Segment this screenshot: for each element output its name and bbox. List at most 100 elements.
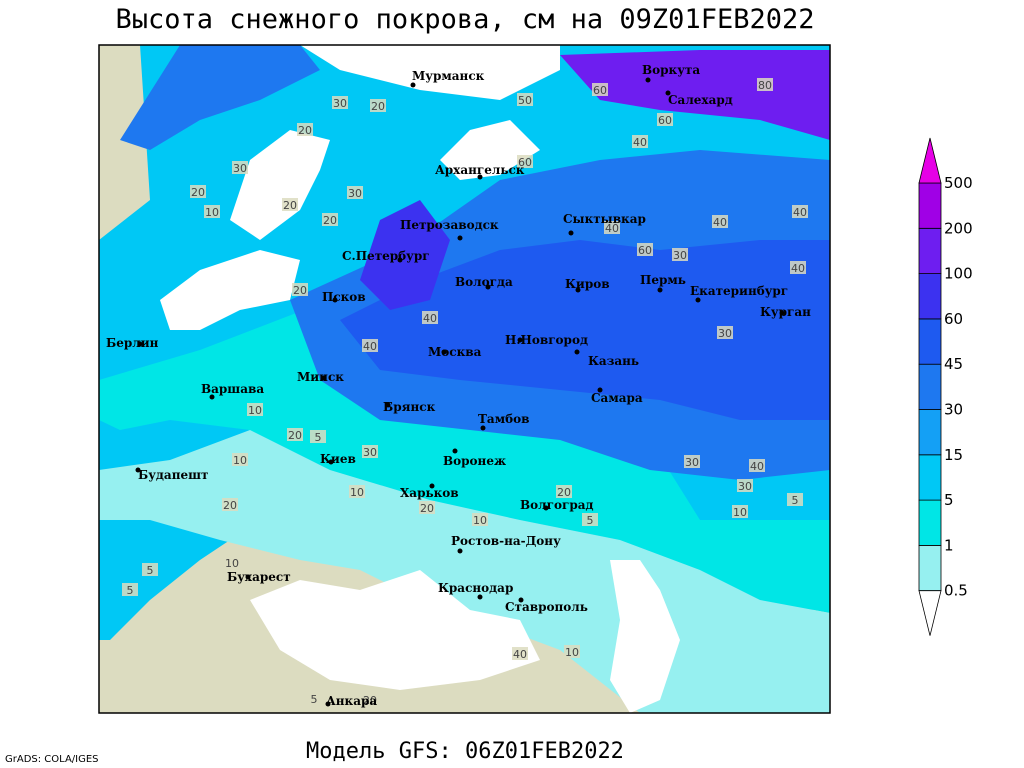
contour-label: 20 xyxy=(557,486,571,499)
contour-label: 20 xyxy=(323,214,337,227)
city-label: Будапешт xyxy=(138,468,208,482)
legend-band xyxy=(918,363,942,410)
snow-zone xyxy=(120,45,320,150)
city-dot xyxy=(568,230,574,236)
contour-label: 20 xyxy=(363,694,377,707)
city-label: Краснодар xyxy=(438,581,513,595)
city-dot xyxy=(135,467,141,473)
sea xyxy=(250,570,540,690)
legend-label: 500 xyxy=(944,174,973,192)
contour-label-box xyxy=(247,403,263,416)
contour-label: 5 xyxy=(587,514,594,527)
legend-band xyxy=(918,273,942,320)
city-dot xyxy=(429,483,435,489)
contour-label: 30 xyxy=(718,327,732,340)
city-dot xyxy=(543,505,549,511)
city-label: Мурманск xyxy=(412,69,485,83)
contour-label-box xyxy=(297,123,313,136)
contour-label: 20 xyxy=(371,100,385,113)
city-label: Петрозаводск xyxy=(400,218,499,232)
city-dot xyxy=(575,287,581,293)
snow-zone xyxy=(360,200,450,310)
city-label: Воркута xyxy=(642,63,700,77)
contour-label: 30 xyxy=(363,446,377,459)
city-dot xyxy=(332,297,338,303)
contour-label-box xyxy=(222,498,238,511)
city-label: Бухарест xyxy=(227,570,291,584)
contour-label: 10 xyxy=(733,506,747,519)
legend-label: 1 xyxy=(944,536,954,554)
contour-label-box xyxy=(224,556,240,569)
contour-label: 30 xyxy=(348,187,362,200)
contour-label-box xyxy=(582,513,598,526)
city-dot xyxy=(410,82,416,88)
city-dot xyxy=(518,597,524,603)
contour-label-box xyxy=(632,135,648,148)
contour-label-box xyxy=(306,692,322,705)
city-dot xyxy=(695,297,701,303)
credit: GrADS: COLA/IGES xyxy=(5,754,99,765)
contour-label: 10 xyxy=(248,404,262,417)
contour-label-box xyxy=(370,99,386,112)
contour-label-box xyxy=(592,83,608,96)
contour-label: 30 xyxy=(233,162,247,175)
city-dot xyxy=(517,337,523,343)
contour-label: 40 xyxy=(793,206,807,219)
contour-label: 60 xyxy=(638,244,652,257)
legend-band xyxy=(918,318,942,365)
legend-label: 5 xyxy=(944,491,954,509)
contour-label: 40 xyxy=(750,460,764,473)
sea xyxy=(440,120,540,180)
contour-label: 40 xyxy=(513,648,527,661)
contour-label-box xyxy=(472,513,488,526)
contour-label: 5 xyxy=(127,584,134,597)
contour-label: 30 xyxy=(333,97,347,110)
contour-label: 10 xyxy=(350,486,364,499)
legend-label: 45 xyxy=(944,355,963,373)
sea xyxy=(610,560,680,713)
city-dot xyxy=(441,349,447,355)
contour-label-box xyxy=(564,645,580,658)
snow-zone xyxy=(340,240,830,420)
map xyxy=(98,44,831,714)
city-dot xyxy=(477,174,483,180)
contour-label: 40 xyxy=(791,262,805,275)
contour-label: 20 xyxy=(293,284,307,297)
contour-label: 10 xyxy=(473,514,487,527)
legend-label: 15 xyxy=(944,446,963,464)
legend-label: 100 xyxy=(944,265,973,283)
contour-label-box xyxy=(787,493,803,506)
city-label: Вологда xyxy=(455,275,513,289)
city-dot xyxy=(397,257,403,263)
sea xyxy=(160,250,300,330)
contour-label-box xyxy=(792,205,808,218)
contour-label: 40 xyxy=(423,312,437,325)
sea xyxy=(300,45,560,100)
contour-label: 40 xyxy=(713,216,727,229)
contour-label: 40 xyxy=(605,222,619,235)
legend-band xyxy=(918,454,942,501)
contour-label-box xyxy=(347,186,363,199)
contour-label-box xyxy=(737,479,753,492)
city-label: С.Петербург xyxy=(342,249,430,263)
contour-label-box xyxy=(657,113,673,126)
city-label: Екатеринбург xyxy=(690,284,788,298)
contour-label: 20 xyxy=(298,124,312,137)
contour-label: 20 xyxy=(420,502,434,515)
contour-label-box xyxy=(790,261,806,274)
city-label: Салехард xyxy=(668,93,733,107)
city-dot xyxy=(328,459,334,465)
contour-label-box xyxy=(512,647,528,660)
city-label: Псков xyxy=(322,290,366,304)
city-dot xyxy=(657,287,663,293)
contour-label: 5 xyxy=(315,431,322,444)
legend-label: 0.5 xyxy=(944,582,968,600)
subtitle: Модель GFS: 06Z01FEB2022 xyxy=(306,739,624,764)
legend-label: 30 xyxy=(944,401,963,419)
legend-band xyxy=(918,182,942,229)
contour-label: 10 xyxy=(565,646,579,659)
city-dot xyxy=(321,375,327,381)
city-label: Н.Новгород xyxy=(505,333,588,347)
city-label: Курган xyxy=(760,305,811,319)
